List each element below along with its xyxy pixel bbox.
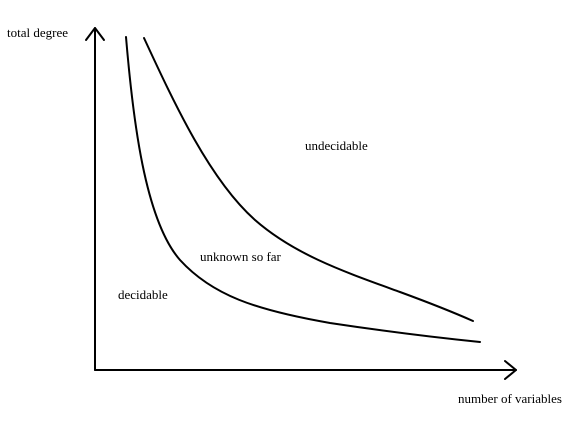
lower-boundary-curve: [125, 36, 481, 343]
region-unknown-label: unknown so far: [200, 249, 282, 264]
x-axis-label: number of variables: [458, 391, 562, 406]
region-undecidable-label: undecidable: [305, 138, 368, 153]
region-decidable-label: decidable: [118, 287, 168, 302]
y-axis-arrowhead: [85, 27, 105, 41]
upper-boundary-curve: [143, 37, 474, 322]
y-axis: [85, 27, 105, 371]
y-axis-label: total degree: [7, 25, 68, 40]
x-axis-arrowhead: [504, 360, 517, 380]
x-axis: [94, 360, 517, 380]
